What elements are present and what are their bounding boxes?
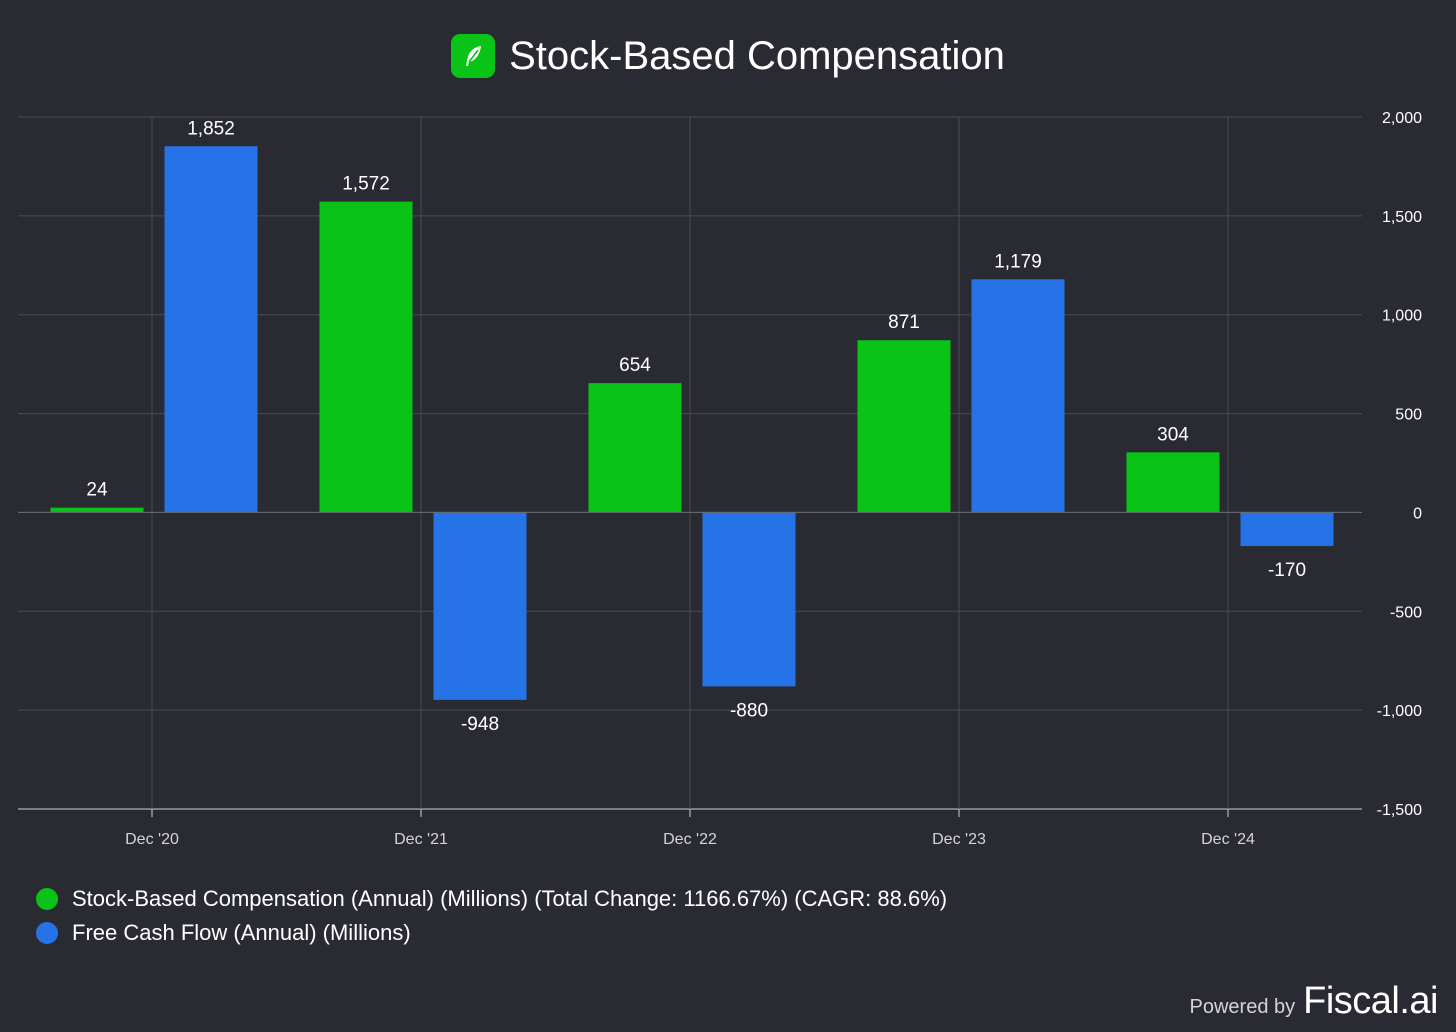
chart-legend: Stock-Based Compensation (Annual) (Milli…	[36, 882, 947, 950]
y-tick-label: -1,000	[1377, 703, 1422, 720]
bar-chart: 2,000 1,500 1,000 500 0 -500 -1,000 -1,500 Dec '…	[18, 110, 1422, 848]
x-tick-label: Dec '23	[932, 831, 986, 848]
data-label: 24	[86, 480, 108, 501]
legend-marker-fcf	[36, 922, 58, 944]
legend-marker-sbc	[36, 888, 58, 910]
data-label: 1,852	[187, 118, 235, 139]
fcf-bar	[1240, 512, 1334, 547]
x-tick-label: Dec '22	[663, 831, 717, 848]
fcf-bar	[164, 146, 258, 513]
data-label: 1,179	[994, 251, 1042, 272]
fcf-bar	[433, 512, 527, 700]
x-tick-label: Dec '21	[394, 831, 448, 848]
y-tick-label: 1,500	[1382, 209, 1422, 226]
sbc-bar	[588, 383, 682, 513]
y-tick-label: -500	[1390, 604, 1422, 621]
legend-item-sbc[interactable]: Stock-Based Compensation (Annual) (Milli…	[36, 882, 947, 916]
sbc-bar	[319, 201, 413, 513]
brand-logo-text: Fiscal.ai	[1303, 980, 1438, 1022]
data-label: 871	[888, 312, 920, 333]
y-tick-label: 0	[1413, 505, 1422, 522]
sbc-bar	[50, 507, 144, 513]
legend-label-fcf: Free Cash Flow (Annual) (Millions)	[72, 920, 411, 945]
chart-title: Stock-Based Compensation	[509, 33, 1005, 78]
y-tick-label: -1,500	[1377, 802, 1422, 819]
x-tick-label: Dec '20	[125, 831, 179, 848]
fcf-bar	[702, 512, 796, 687]
data-label: 654	[619, 355, 651, 376]
feather-logo-icon	[451, 34, 496, 78]
y-tick-label: 500	[1395, 407, 1422, 424]
fcf-bar	[971, 279, 1065, 513]
legend-label-sbc: Stock-Based Compensation (Annual) (Milli…	[72, 886, 948, 911]
chart-header: Stock-Based Compensation	[0, 28, 1456, 84]
powered-by-text: Powered by	[1189, 996, 1296, 1018]
y-tick-label: 1,000	[1382, 308, 1422, 325]
x-tick-label: Dec '24	[1201, 831, 1255, 848]
data-label: -948	[461, 714, 499, 735]
sbc-bar	[857, 340, 951, 513]
data-label: -170	[1268, 560, 1306, 581]
powered-by-footer[interactable]: Powered by Fiscal.ai	[1190, 980, 1439, 1024]
legend-item-fcf[interactable]: Free Cash Flow (Annual) (Millions)	[36, 916, 947, 950]
data-label: 304	[1157, 424, 1189, 445]
data-label: 1,572	[342, 174, 390, 195]
y-tick-label: 2,000	[1382, 110, 1422, 127]
sbc-bar	[1126, 452, 1220, 513]
data-label: -880	[730, 700, 768, 721]
